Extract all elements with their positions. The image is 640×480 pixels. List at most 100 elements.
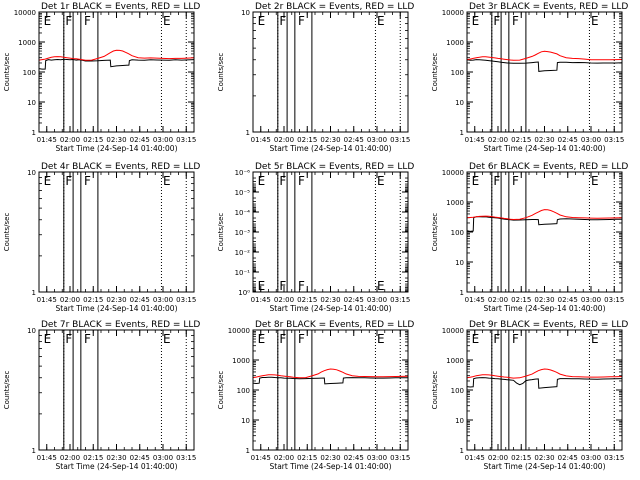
plot-frame: [466, 171, 623, 293]
flag-label-top: E: [258, 332, 266, 346]
x-tick-label: 01:45: [465, 454, 485, 462]
x-tick-label: 03:00: [367, 296, 387, 304]
flag-label-bottom: F: [298, 279, 305, 293]
panel-title: Det 9r BLACK = Events, RED = LLD: [469, 320, 628, 330]
x-tick-label: 03:15: [390, 136, 410, 144]
flag-label-top: F: [298, 14, 305, 28]
flag-label-top: F: [512, 332, 519, 346]
x-tick-label: 01:45: [251, 296, 271, 304]
flag-label-top: E: [591, 174, 599, 188]
plot-frame: [252, 11, 409, 133]
flag-label-top: E: [472, 332, 480, 346]
x-tick-label: 02:30: [106, 296, 126, 304]
flag-label-top: F: [279, 332, 286, 346]
x-axis-label: Start Time (24-Sep-14 01:40:00): [484, 304, 606, 313]
panel-det-6: Det 6r BLACK = Events, RED = LLD 1 10 100 10…: [431, 162, 628, 313]
x-tick-label: 02:45: [344, 136, 364, 144]
y-tick-label: 1: [32, 129, 36, 137]
y-axis-label: Counts/sec: [3, 53, 11, 92]
x-tick-label: 03:00: [581, 136, 601, 144]
plot-frame: [252, 171, 409, 293]
series-line-events: [466, 216, 623, 232]
flag-label-top: E: [44, 14, 52, 28]
x-axis-label: Start Time (24-Sep-14 01:40:00): [270, 144, 392, 153]
flag-label-top: E: [472, 14, 480, 28]
x-tick-label: 03:00: [367, 136, 387, 144]
y-tick-label: 100: [237, 387, 250, 395]
y-tick-label: 10⁻⁵: [235, 189, 251, 197]
series-line-events: [466, 59, 623, 72]
flag-label-top: F: [279, 174, 286, 188]
plot-frame: [466, 11, 623, 133]
y-tick-label: 10000: [442, 327, 464, 335]
x-tick-label: 03:15: [604, 296, 624, 304]
x-tick-label: 02:00: [274, 296, 294, 304]
x-tick-label: 01:45: [251, 454, 271, 462]
y-tick-label: 1000: [18, 39, 36, 47]
x-tick-label: 02:45: [130, 296, 150, 304]
series-line-lld: [466, 50, 623, 61]
x-tick-label: 02:45: [558, 136, 578, 144]
plot-frame: [38, 329, 195, 451]
y-tick-label: 1: [460, 129, 464, 137]
x-tick-label: 02:30: [320, 454, 340, 462]
x-tick-label: 02:00: [60, 454, 80, 462]
series-line-lld: [38, 49, 195, 61]
panel-det-1: Det 1r BLACK = Events, RED = LLD 1 10 100 10…: [3, 2, 200, 153]
x-tick-label: 02:15: [297, 454, 317, 462]
y-tick-label: 100: [451, 69, 464, 77]
panel-det-4: Det 4r BLACK = Events, RED = LLD 1 10 Count…: [3, 162, 200, 313]
panel-det-2: Det 2r BLACK = Events, RED = LLD 1 10 Count…: [217, 2, 414, 153]
x-tick-label: 02:30: [534, 136, 554, 144]
x-tick-label: 02:45: [130, 454, 150, 462]
y-tick-label: 10⁻²: [235, 249, 251, 257]
y-tick-label: 10⁻¹: [235, 269, 251, 277]
y-tick-label: 10: [241, 417, 250, 425]
panel-title: Det 3r BLACK = Events, RED = LLD: [469, 2, 628, 12]
x-tick-label: 02:30: [106, 454, 126, 462]
flag-label-top: F: [65, 332, 72, 346]
flag-label-top: F: [493, 332, 500, 346]
x-axis-label: Start Time (24-Sep-14 01:40:00): [484, 144, 606, 153]
panel-det-5: Det 5r BLACK = Events, RED = LLD 10⁰ 10⁻¹ 1…: [217, 162, 414, 313]
plot-frame: [466, 329, 623, 451]
y-tick-label: 10⁻⁶: [235, 169, 251, 177]
panel-title: Det 2r BLACK = Events, RED = LLD: [255, 2, 414, 12]
plot-frame: [252, 329, 409, 451]
x-tick-label: 03:00: [153, 454, 173, 462]
series-line-events: [38, 58, 195, 70]
x-tick-label: 03:15: [604, 136, 624, 144]
x-tick-label: 02:15: [297, 136, 317, 144]
x-tick-label: 02:30: [320, 136, 340, 144]
flag-label-top: E: [44, 174, 52, 188]
y-tick-label: 1: [32, 289, 36, 297]
y-tick-label: 10: [455, 417, 464, 425]
y-axis-label: Counts/sec: [217, 213, 225, 252]
x-tick-label: 02:30: [534, 296, 554, 304]
x-tick-label: 02:45: [344, 454, 364, 462]
panel-title: Det 1r BLACK = Events, RED = LLD: [41, 2, 200, 12]
y-axis-label: Counts/sec: [217, 53, 225, 92]
flag-label-top: F: [279, 14, 286, 28]
x-tick-label: 03:15: [176, 454, 196, 462]
flag-label-top: E: [377, 332, 385, 346]
x-tick-label: 02:00: [488, 136, 508, 144]
y-tick-label: 10000: [228, 327, 250, 335]
x-tick-label: 01:45: [465, 296, 485, 304]
x-tick-label: 02:15: [83, 136, 103, 144]
x-tick-label: 03:15: [390, 296, 410, 304]
flag-label-top: E: [377, 174, 385, 188]
x-axis-label: Start Time (24-Sep-14 01:40:00): [484, 462, 606, 471]
y-tick-label: 1000: [446, 199, 464, 207]
x-axis-label: Start Time (24-Sep-14 01:40:00): [56, 462, 178, 471]
panel-title: Det 7r BLACK = Events, RED = LLD: [41, 320, 200, 330]
y-tick-label: 10: [27, 169, 36, 177]
x-tick-label: 02:15: [511, 454, 531, 462]
y-tick-label: 100: [23, 69, 36, 77]
x-axis-label: Start Time (24-Sep-14 01:40:00): [270, 462, 392, 471]
x-tick-label: 03:00: [581, 454, 601, 462]
x-tick-label: 01:45: [37, 136, 57, 144]
flag-label-top: F: [65, 174, 72, 188]
y-axis-label: Counts/sec: [431, 213, 439, 252]
